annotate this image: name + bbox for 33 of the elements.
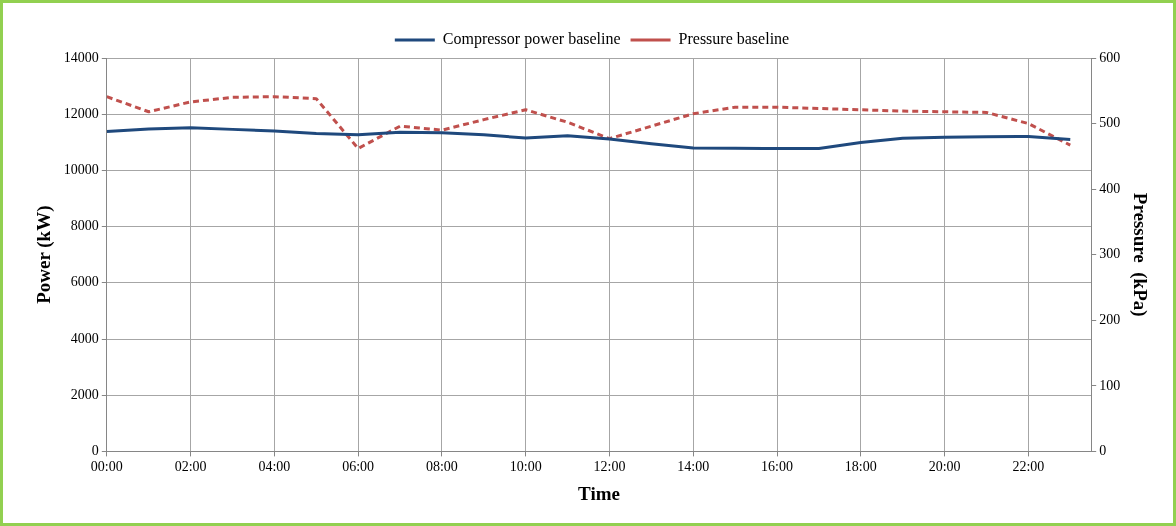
x-tick-label: 00:00 — [90, 459, 123, 475]
y2-tick-label: 100 — [1099, 377, 1121, 393]
y2-axis-title: Pressure (kPa) — [1128, 192, 1151, 317]
legend-label: Compressor power baseline — [442, 30, 621, 49]
y-tick-label: 4000 — [70, 330, 99, 346]
x-tick-label: 06:00 — [342, 459, 375, 475]
y-tick-label: 14000 — [63, 49, 99, 65]
x-tick-label: 14:00 — [677, 459, 710, 475]
x-tick-label: 16:00 — [761, 459, 793, 475]
y2-tick-label: 400 — [1099, 180, 1121, 196]
y-tick-label: 6000 — [70, 274, 99, 290]
y-tick-label: 10000 — [63, 162, 99, 178]
y-tick-label: 0 — [91, 443, 99, 459]
y-tick-label: 2000 — [70, 386, 99, 402]
x-tick-label: 12:00 — [593, 459, 626, 475]
line-series — [106, 95, 1072, 150]
y2-tick-label: 0 — [1099, 443, 1107, 459]
y2-tick-label: 600 — [1099, 49, 1121, 65]
y-axis-title: Power (kW) — [33, 205, 56, 304]
y2-tick-label: 300 — [1099, 246, 1121, 262]
x-tick-label: 10:00 — [509, 459, 542, 475]
y-tick-label: 8000 — [70, 218, 99, 234]
x-tick-label: 02:00 — [174, 459, 207, 475]
x-tick-label: 04:00 — [258, 459, 291, 475]
y2-tick-label: 500 — [1099, 115, 1121, 131]
x-tick-label: 18:00 — [844, 459, 877, 475]
x-axis-title: Time — [578, 482, 620, 504]
x-tick-label: 22:00 — [1012, 459, 1045, 475]
legend-label: Pressure baseline — [678, 30, 790, 48]
y-tick-label: 12000 — [63, 105, 99, 121]
y2-tick-label: 200 — [1099, 311, 1121, 327]
x-tick-label: 20:00 — [928, 459, 961, 475]
x-tick-label: 08:00 — [425, 459, 458, 475]
